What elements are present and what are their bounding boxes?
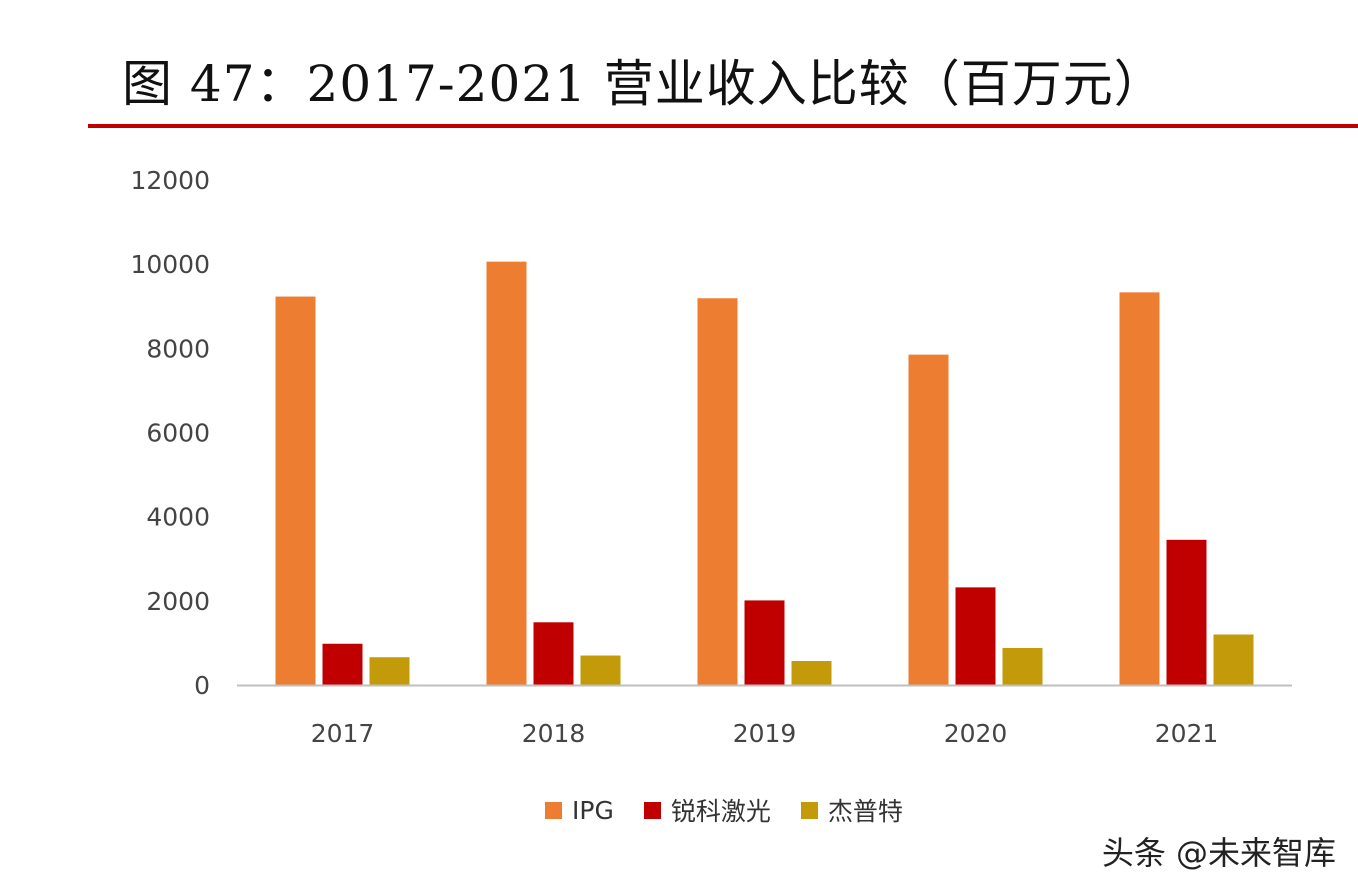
bar-chart: 0 2000 4000 6000 8000 10000 12000 2017 2018 2019 2… bbox=[130, 166, 1292, 748]
bar-IPG-2019 bbox=[697, 298, 738, 685]
chart-legend: IPG 锐科激光 杰普特 bbox=[545, 788, 903, 832]
y-tick-label: 8000 bbox=[146, 334, 210, 363]
bar-锐科激光-2019 bbox=[744, 600, 785, 685]
bar-杰普特-2021 bbox=[1213, 634, 1254, 685]
legend-item-jpt: 杰普特 bbox=[800, 792, 903, 828]
bar-锐科激光-2020 bbox=[955, 587, 996, 685]
legend-item-raycus: 锐科激光 bbox=[643, 792, 771, 828]
bar-杰普特-2017 bbox=[369, 657, 410, 685]
watermark: 头条 @未来智库 bbox=[1101, 834, 1336, 872]
x-tick-label: 2020 bbox=[944, 719, 1008, 748]
y-tick-label: 10000 bbox=[130, 250, 210, 279]
legend-swatch-jpt bbox=[800, 801, 818, 819]
bar-杰普特-2019 bbox=[791, 661, 832, 685]
bar-IPG-2020 bbox=[908, 354, 949, 685]
y-tick-label: 0 bbox=[194, 671, 210, 700]
bar-杰普特-2018 bbox=[580, 655, 621, 685]
bar-IPG-2021 bbox=[1119, 292, 1160, 685]
legend-label-jpt: 杰普特 bbox=[827, 797, 903, 826]
bar-锐科激光-2021 bbox=[1166, 539, 1207, 685]
bar-IPG-2017 bbox=[275, 296, 316, 685]
x-tick-label: 2017 bbox=[311, 719, 375, 748]
bar-锐科激光-2018 bbox=[533, 622, 574, 685]
legend-swatch-raycus bbox=[643, 801, 661, 819]
legend-label-ipg: IPG bbox=[572, 795, 614, 825]
x-tick-label: 2019 bbox=[733, 719, 797, 748]
y-tick-label: 6000 bbox=[146, 419, 210, 448]
title-divider bbox=[88, 124, 1358, 128]
legend-item-ipg: IPG bbox=[545, 796, 614, 825]
y-tick-label: 4000 bbox=[146, 503, 210, 532]
bar-锐科激光-2017 bbox=[322, 643, 363, 685]
y-tick-label: 2000 bbox=[146, 587, 210, 616]
chart-title: 图 47：2017-2021 营业收入比较（百万元） bbox=[122, 55, 1165, 113]
y-tick-label: 12000 bbox=[130, 166, 210, 195]
bar-杰普特-2020 bbox=[1002, 647, 1043, 685]
x-tick-label: 2021 bbox=[1155, 719, 1219, 748]
legend-swatch-ipg bbox=[545, 801, 562, 819]
x-tick-label: 2018 bbox=[522, 719, 586, 748]
legend-label-raycus: 锐科激光 bbox=[670, 797, 771, 826]
bar-IPG-2018 bbox=[486, 261, 527, 685]
